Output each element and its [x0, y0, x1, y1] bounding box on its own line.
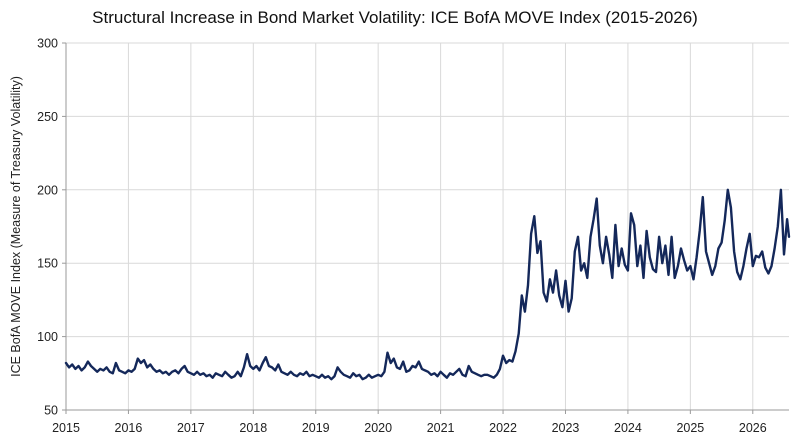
x-tick-label: 2018: [239, 421, 267, 435]
x-tick-label: 2015: [52, 421, 80, 435]
grid: [66, 42, 789, 410]
x-tick-label: 2023: [552, 421, 580, 435]
y-tick-label: 250: [37, 110, 58, 124]
y-tick-label: 300: [37, 37, 58, 51]
x-tick-label: 2026: [739, 421, 767, 435]
y-tick-label: 50: [44, 404, 58, 418]
y-axis-ticks: 50 100 150 200 250 300: [37, 37, 58, 418]
x-tick-label: 2022: [489, 421, 517, 435]
x-tick-label: 2019: [302, 421, 330, 435]
x-tick-label: 2016: [115, 421, 143, 435]
x-tick-label: 2017: [177, 421, 205, 435]
y-tick-label: 100: [37, 330, 58, 344]
x-axis-ticks: 2015 2016 2017 2018 2019 2020 2021 2022 2023 2024…: [52, 421, 767, 435]
chart-title: Structural Increase in Bond Market Volat…: [92, 8, 698, 27]
move-index-line: [64, 188, 791, 381]
y-tick-label: 200: [37, 183, 58, 197]
y-axis-label: ICE BofA MOVE Index (Measure of Treasury…: [9, 76, 23, 377]
x-tick-label: 2021: [427, 421, 455, 435]
x-tick-label: 2020: [364, 421, 392, 435]
x-tick-label: 2024: [614, 421, 642, 435]
x-tick-label: 2025: [676, 421, 704, 435]
axes: [62, 42, 789, 414]
y-tick-label: 150: [37, 257, 58, 271]
